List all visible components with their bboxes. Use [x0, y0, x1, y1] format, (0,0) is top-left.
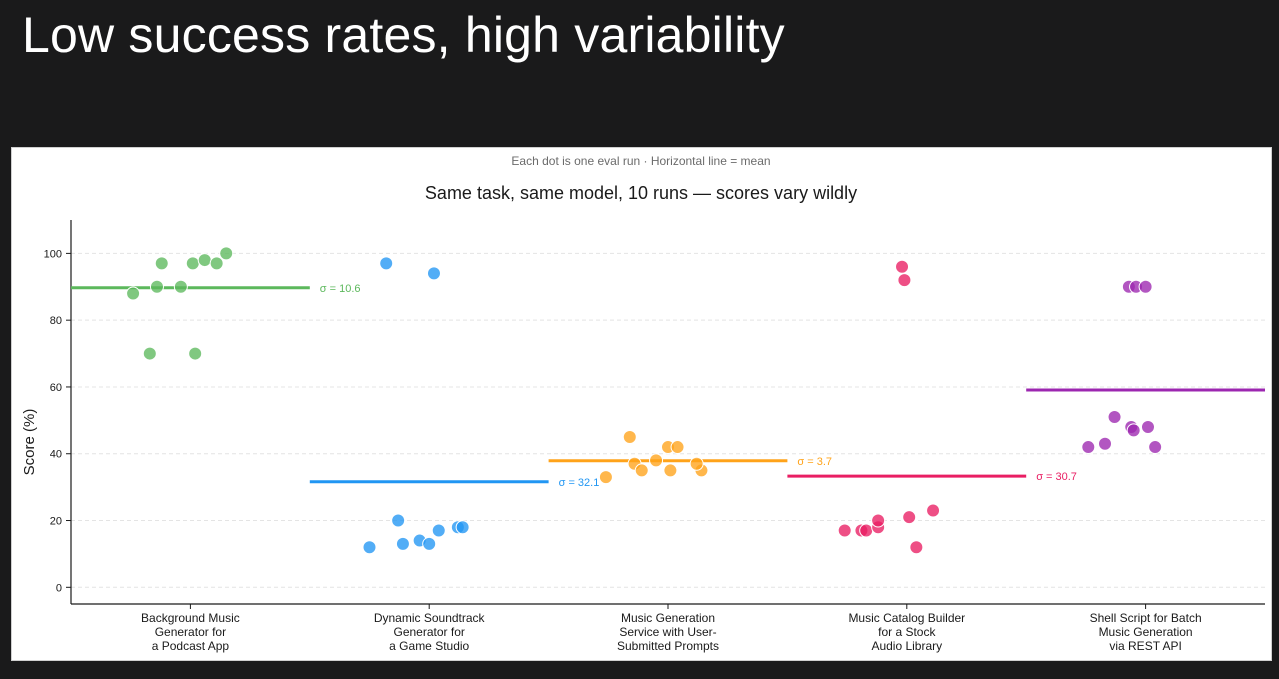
x-tick-label-line: for a Stock — [878, 625, 936, 639]
x-tick-label-line: Dynamic Soundtrack — [374, 611, 486, 625]
data-point — [670, 440, 685, 455]
data-point — [1148, 440, 1163, 455]
x-tick-label-line: Audio Library — [871, 639, 942, 653]
x-tick-label: Dynamic Soundtrack Generator for a Game St… — [374, 611, 486, 653]
data-point — [142, 346, 157, 361]
data-point — [391, 513, 406, 528]
data-point — [197, 253, 212, 268]
y-tick-label: 100 — [44, 248, 62, 260]
data-point — [185, 256, 200, 271]
sigma-label: σ = 32.1 — [559, 477, 600, 489]
x-tick-label-line: Submitted Prompts — [617, 639, 719, 653]
x-tick-label-line: a Game Studio — [389, 639, 469, 653]
data-point — [926, 503, 941, 518]
data-point — [837, 523, 852, 538]
data-point — [902, 510, 917, 525]
x-tick-label-line: via REST API — [1109, 639, 1181, 653]
data-point — [154, 256, 169, 271]
data-point — [362, 540, 377, 555]
chart-title: Same task, same model, 10 runs — scores … — [425, 183, 857, 203]
data-point — [895, 259, 910, 274]
x-tick-label-line: Music Catalog Builder — [848, 611, 965, 625]
data-point — [173, 279, 188, 294]
data-point — [426, 266, 441, 281]
x-tick-label-line: Music Generation — [621, 611, 715, 625]
y-tick-label: 80 — [50, 315, 62, 327]
x-tick-label-line: Service with User- — [619, 625, 716, 639]
data-point — [663, 463, 678, 478]
x-tick-label-line: Music Generation — [1099, 625, 1193, 639]
data-point — [1081, 440, 1096, 455]
data-point — [219, 246, 234, 261]
jitter-strip-chart: Each dot is one eval run · Horizontal li… — [21, 154, 1265, 653]
data-point — [126, 286, 141, 301]
data-point — [1107, 410, 1122, 425]
data-point — [598, 470, 613, 485]
sigma-label: σ = 10.6 — [320, 283, 361, 295]
x-tick-label: Music Generation Service with User-Submit… — [617, 611, 719, 653]
x-tick-label: Background Music Generator for a Podcast A… — [141, 611, 240, 653]
x-tick-label-line: Shell Script for Batch — [1090, 611, 1202, 625]
y-tick-label: 0 — [56, 582, 62, 594]
data-point — [622, 430, 637, 445]
chart-caption: Each dot is one eval run · Horizontal li… — [511, 154, 770, 168]
data-point — [689, 456, 704, 471]
data-point — [634, 463, 649, 478]
x-tick-label-line: a Podcast App — [152, 639, 230, 653]
data-point — [1126, 423, 1141, 438]
data-point — [1140, 420, 1155, 435]
data-point — [209, 256, 224, 271]
x-tick-label-line: Generator for — [394, 625, 465, 639]
data-point — [188, 346, 203, 361]
data-point — [1138, 279, 1153, 294]
x-tick-label-line: Background Music — [141, 611, 240, 625]
x-tick-label: Shell Script for Batch Music Generation vi… — [1090, 611, 1202, 653]
data-point — [395, 536, 410, 551]
slide-title: Low success rates, high variability — [22, 7, 785, 63]
y-tick-label: 60 — [50, 382, 62, 394]
data-point — [379, 256, 394, 271]
data-point — [909, 540, 924, 555]
data-point — [422, 536, 437, 551]
y-tick-label: 20 — [50, 516, 62, 528]
sigma-label: σ = 3.7 — [797, 456, 832, 468]
data-point — [871, 513, 886, 528]
data-point — [1098, 436, 1113, 451]
x-tick-label-line: Generator for — [155, 625, 226, 639]
data-point — [455, 520, 470, 535]
data-point — [431, 523, 446, 538]
data-point — [649, 453, 664, 468]
chart-panel: Each dot is one eval run · Horizontal li… — [11, 147, 1272, 661]
data-point — [897, 273, 912, 288]
y-tick-label: 40 — [50, 449, 62, 461]
sigma-label: σ = 30.7 — [1036, 471, 1077, 483]
y-axis-label: Score (%) — [21, 409, 38, 476]
data-point — [149, 279, 164, 294]
data-point — [859, 523, 874, 538]
x-tick-label: Music Catalog Builder for a Stock Audio Li… — [848, 611, 965, 653]
